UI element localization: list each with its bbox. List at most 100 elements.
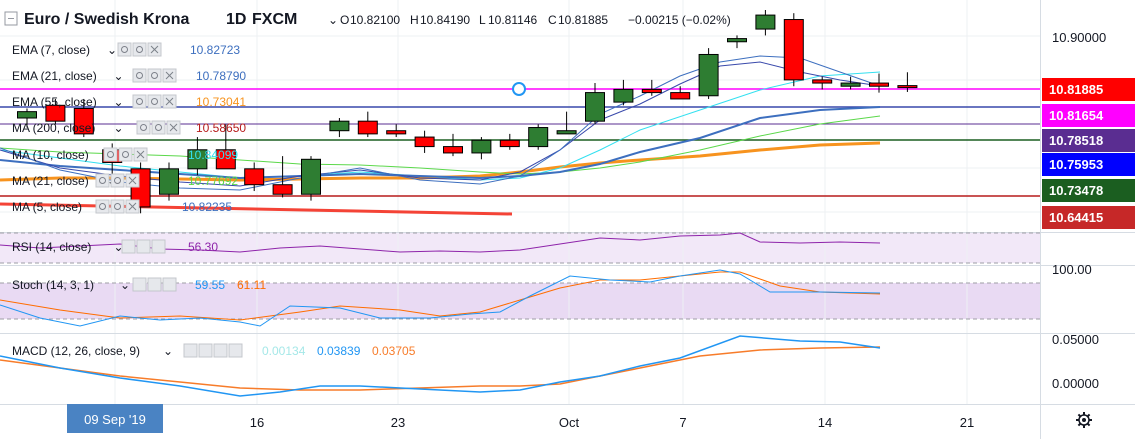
candle[interactable]: [187, 137, 208, 176]
settings-icon[interactable]: [110, 173, 125, 188]
candle-body: [414, 136, 435, 148]
indicator-label[interactable]: MA (200, close): [12, 121, 95, 135]
candle[interactable]: [528, 124, 549, 150]
eye-icon[interactable]: [103, 147, 118, 162]
close-icon[interactable]: [151, 239, 166, 254]
chevron-down-icon[interactable]: ⌄: [114, 69, 124, 83]
interval-label[interactable]: 1D: [226, 11, 246, 28]
price-tag-label: 10.81885: [1049, 82, 1103, 97]
candle[interactable]: [301, 156, 321, 201]
settings-icon[interactable]: [110, 199, 125, 214]
source-label[interactable]: FXCM: [252, 11, 297, 28]
candle[interactable]: [556, 111, 577, 135]
eye-icon[interactable]: [183, 343, 198, 358]
candle[interactable]: [244, 162, 265, 192]
eye-icon[interactable]: [95, 199, 110, 214]
candle[interactable]: [45, 98, 66, 125]
candle[interactable]: [641, 79, 662, 96]
indicator-label[interactable]: EMA (7, close): [12, 43, 90, 57]
candle[interactable]: [215, 124, 236, 170]
candle[interactable]: [812, 76, 833, 90]
candle-body: [755, 14, 776, 30]
settings-icon[interactable]: [136, 239, 151, 254]
chevron-down-icon[interactable]: ⌄: [107, 43, 117, 57]
indicator-value: 10.82723: [190, 43, 240, 57]
ohlc-change-value: −0.00215 (−0.02%): [628, 13, 731, 27]
ohlc-close-value: 10.81885: [558, 13, 608, 27]
settings-icon: [151, 98, 158, 105]
eye-icon[interactable]: [117, 42, 132, 57]
candle[interactable]: [414, 130, 435, 153]
settings-icon[interactable]: [132, 42, 147, 57]
indicator-label[interactable]: EMA (55, close): [12, 95, 97, 109]
settings-icon[interactable]: [118, 147, 133, 162]
chevron-down-icon[interactable]: ⌄: [163, 344, 173, 358]
ma-21-line: [0, 115, 881, 175]
candle[interactable]: [869, 73, 889, 93]
eye-icon[interactable]: [132, 94, 147, 109]
close-icon[interactable]: [162, 277, 177, 292]
candle-body: [499, 139, 520, 148]
candle[interactable]: [17, 108, 37, 128]
eye-icon[interactable]: [136, 120, 151, 135]
eye-icon[interactable]: [132, 277, 147, 292]
settings-icon[interactable]: [198, 343, 213, 358]
indicator-label[interactable]: MA (21, close): [12, 174, 89, 188]
candle[interactable]: [73, 98, 94, 138]
main-pane[interactable]: [0, 0, 1040, 232]
candle[interactable]: [670, 86, 691, 100]
candlestick-series[interactable]: [17, 10, 918, 214]
candle[interactable]: [613, 79, 634, 106]
candle[interactable]: [357, 111, 378, 138]
candle[interactable]: [499, 133, 520, 150]
candle[interactable]: [159, 162, 179, 201]
trendline-red[interactable]: [0, 202, 513, 216]
source-dropdown-chevron[interactable]: ⌄: [328, 13, 338, 27]
ohlc-open-label: O: [340, 13, 349, 27]
candle-body: [869, 82, 889, 87]
stoch-label[interactable]: Stoch (14, 3, 1): [12, 278, 94, 292]
chevron-down-icon[interactable]: ⌄: [114, 95, 124, 109]
candle-body: [528, 127, 549, 148]
rsi-label[interactable]: RSI (14, close): [12, 240, 91, 254]
indicator-label[interactable]: EMA (21, close): [12, 69, 97, 83]
candle-body: [613, 88, 634, 103]
macd-signal-value: 0.03705: [372, 344, 416, 358]
settings-icon[interactable]: [147, 277, 162, 292]
candle[interactable]: [783, 13, 804, 87]
candle[interactable]: [471, 137, 492, 160]
macd-label[interactable]: MACD (12, 26, close, 9): [12, 344, 140, 358]
candle[interactable]: [755, 10, 776, 36]
candle[interactable]: [897, 72, 918, 92]
drawing-anchor-handle[interactable]: [512, 82, 526, 96]
settings-icon[interactable]: [147, 68, 162, 83]
close-icon: [165, 71, 174, 80]
settings-icon[interactable]: [147, 94, 162, 109]
candle[interactable]: [727, 35, 747, 49]
candle[interactable]: [272, 156, 293, 198]
candle-body: [556, 130, 577, 135]
gear-icon[interactable]: [1076, 412, 1092, 428]
candle[interactable]: [840, 76, 861, 90]
eye-icon[interactable]: [121, 239, 136, 254]
indicator-label[interactable]: MA (5, close): [12, 200, 82, 214]
chevron-down-icon[interactable]: ⌄: [114, 121, 124, 135]
close-icon[interactable]: [228, 343, 243, 358]
candle[interactable]: [443, 133, 463, 157]
candle[interactable]: [386, 124, 407, 138]
candle[interactable]: [585, 83, 605, 125]
indicator-label[interactable]: MA (10, close): [12, 148, 89, 162]
chevron-down-icon[interactable]: ⌄: [120, 278, 130, 292]
chevron-down-icon[interactable]: ⌄: [114, 240, 124, 254]
candle-body: [159, 168, 179, 195]
candle[interactable]: [329, 118, 350, 138]
candle-body: [641, 88, 662, 94]
candle[interactable]: [698, 48, 719, 99]
eye-icon[interactable]: [95, 173, 110, 188]
settings-icon[interactable]: [151, 120, 166, 135]
eye-icon[interactable]: [132, 68, 147, 83]
symbol-title[interactable]: Euro / Swedish Krona: [24, 11, 189, 28]
source-icon[interactable]: [213, 343, 228, 358]
macd-pane[interactable]: [0, 334, 1040, 404]
